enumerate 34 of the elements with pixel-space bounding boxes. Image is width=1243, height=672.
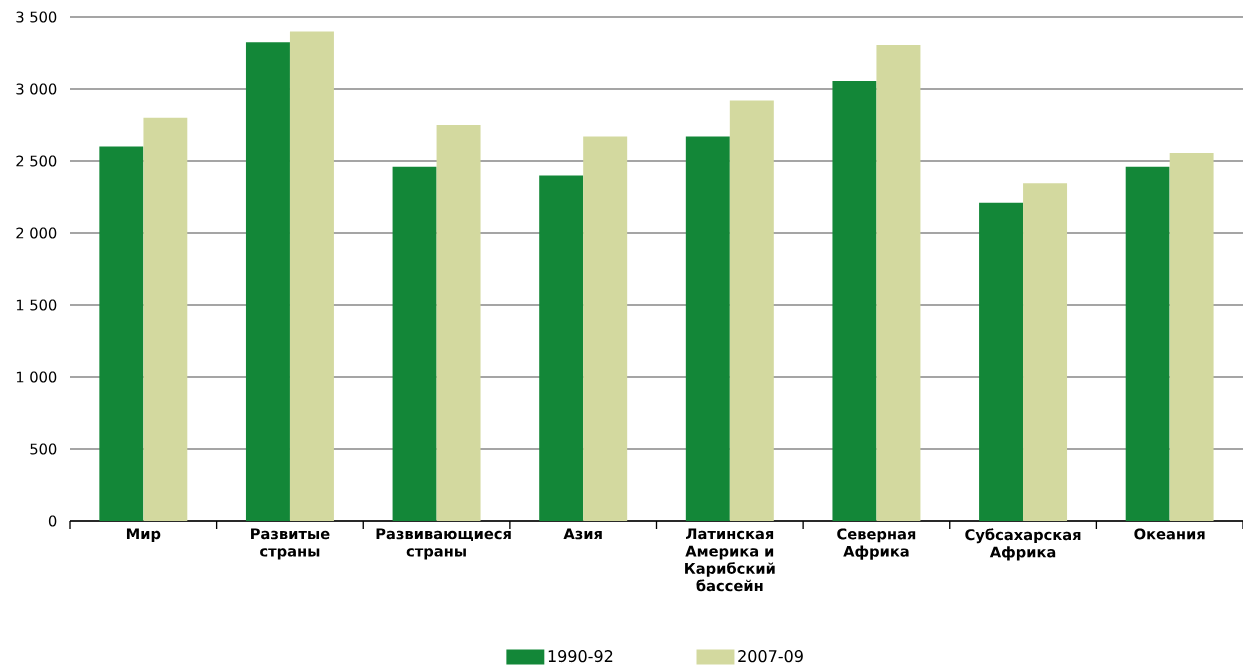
y-tick-label: 2 000 xyxy=(16,227,57,239)
legend-label: 1990-92 xyxy=(548,650,613,663)
bar xyxy=(979,202,1024,521)
y-tick-label: 3 000 xyxy=(16,83,57,95)
bar xyxy=(143,117,188,521)
x-tick-label: Субсахарская Африка xyxy=(965,528,1081,561)
bar xyxy=(685,136,730,521)
bar xyxy=(876,45,921,521)
y-tick-label: 2 500 xyxy=(16,155,57,167)
bar xyxy=(729,100,774,521)
bar xyxy=(289,31,334,521)
x-tick-label: Развитые страны xyxy=(251,528,330,560)
legend-label: 2007-09 xyxy=(738,650,803,663)
y-tick-label: 1 000 xyxy=(16,371,57,383)
y-tick-label: 500 xyxy=(30,443,57,455)
y-tick-label: 3 500 xyxy=(16,11,57,23)
x-tick-label: Северная Африка xyxy=(837,528,916,560)
x-tick-label: Океания xyxy=(1134,528,1205,540)
y-tick-label: 1 500 xyxy=(16,299,57,311)
bar xyxy=(245,42,290,521)
x-tick-label: Развивающиеся страны xyxy=(376,528,511,560)
bar xyxy=(1169,153,1214,521)
bar xyxy=(392,166,437,521)
bar xyxy=(99,146,144,521)
x-tick-label: Мир xyxy=(126,528,161,543)
bar xyxy=(1023,183,1068,521)
bar xyxy=(539,175,584,521)
x-tick-label: Азия xyxy=(563,528,602,540)
bar xyxy=(583,136,628,521)
bar xyxy=(436,125,481,521)
bar xyxy=(1125,166,1170,521)
x-tick-label: Латинская Америка и Карибский бассейн xyxy=(685,528,775,592)
y-tick-label: 0 xyxy=(48,515,57,527)
bar xyxy=(832,81,877,521)
